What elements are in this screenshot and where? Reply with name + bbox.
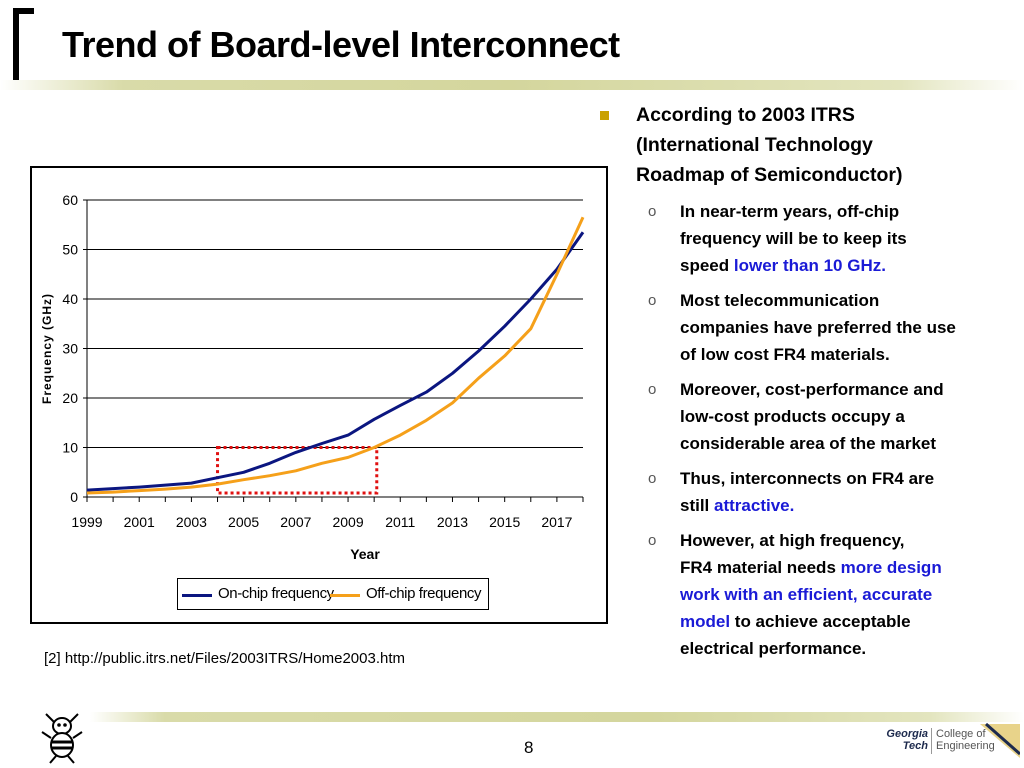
circle-bullet-icon: o	[648, 470, 657, 487]
logo-line: Engineering	[936, 740, 995, 752]
legend-line-off-chip	[330, 594, 360, 597]
logo-text-left: Georgia Tech	[886, 728, 928, 752]
x-tick-label: 2007	[280, 514, 311, 530]
bullet-itrs: According to 2003 ITRS (International Te…	[598, 100, 1018, 190]
page-number: 8	[524, 738, 534, 757]
highlight-dotted-box	[216, 446, 379, 495]
bullet-list: According to 2003 ITRS (International Te…	[598, 100, 1018, 662]
georgia-tech-logo: Georgia Tech College of Engineering	[872, 722, 1020, 762]
bullet-line: FR4 material needs more design	[680, 554, 1018, 581]
y-tick-label: 50	[62, 242, 78, 258]
bullet-line: Most telecommunication	[680, 291, 880, 310]
bullet-line: Moreover, cost-performance and	[680, 380, 944, 399]
sub-bullet-cost: o Moreover, cost-performance and low-cos…	[598, 376, 1018, 457]
highlight-text: attractive.	[714, 496, 795, 515]
x-tick-label: 1999	[71, 514, 102, 530]
source-citation: [2] http://public.itrs.net/Files/2003ITR…	[44, 650, 406, 667]
y-tick-label: 10	[62, 440, 78, 456]
x-tick-label: 2017	[541, 514, 572, 530]
x-tick-label: 2015	[489, 514, 520, 530]
title-divider-bar	[0, 80, 1024, 90]
square-bullet-icon	[600, 111, 609, 120]
bullet-text: FR4 material needs	[680, 558, 841, 577]
x-tick-label: 2009	[332, 514, 363, 530]
chart-legend: On-chip frequency Off-chip frequency	[177, 578, 489, 610]
y-tick-label: 40	[62, 291, 78, 307]
bullet-line: considerable area of the market	[680, 434, 937, 453]
frequency-trend-chart: 0 10 20 30 40 50 60 1999 2001 2003 2005 2007 2009 201…	[30, 166, 608, 624]
bullet-line: According to 2003 ITRS	[636, 104, 855, 126]
bullet-line: low-cost products occupy a	[680, 407, 905, 426]
bullet-line: However, at high frequency,	[680, 531, 905, 550]
bullet-line: still attractive.	[680, 492, 1018, 519]
y-tick-label: 30	[62, 341, 78, 357]
bullet-line: In near-term years, off-chip	[680, 202, 900, 221]
sub-bullet-fr4: o Thus, interconnects on FR4 are still a…	[598, 465, 1018, 519]
logo-divider	[931, 728, 932, 754]
circle-bullet-icon: o	[648, 292, 657, 309]
y-tick-label: 0	[70, 489, 78, 505]
highlight-text: model	[680, 612, 731, 631]
legend-label-on-chip: On-chip frequency	[218, 585, 334, 602]
bullet-line: Thus, interconnects on FR4 are	[680, 469, 935, 488]
series-line-off-chip	[86, 216, 585, 495]
bullet-line: companies have preferred the use	[680, 318, 956, 337]
highlight-text: lower than 10 GHz.	[733, 256, 886, 275]
x-tick-label: 2013	[437, 514, 468, 530]
bullet-line: (International Technology	[636, 134, 873, 156]
legend-line-on-chip	[182, 594, 212, 597]
circle-bullet-icon: o	[648, 203, 657, 220]
logo-triangle-icon	[980, 722, 1020, 758]
sub-bullet-high-frequency: o However, at high frequency, FR4 materi…	[598, 527, 1018, 662]
bullet-text: to achieve acceptable	[730, 612, 911, 631]
bullet-line: model to achieve acceptable	[680, 608, 1018, 635]
legend-label-off-chip: Off-chip frequency	[366, 585, 482, 602]
x-tick-label: 2005	[228, 514, 259, 530]
series-line-on-chip	[86, 231, 585, 492]
logo-text-right: College of Engineering	[936, 728, 995, 752]
bullet-text: speed	[680, 256, 734, 275]
bullet-line: speed lower than 10 GHz.	[680, 252, 1018, 279]
logo-line: College of	[936, 728, 986, 740]
logo-line: Tech	[902, 740, 928, 752]
bullet-line: Roadmap of Semiconductor)	[636, 164, 903, 186]
sub-bullet-near-term: o In near-term years, off-chip frequency…	[598, 198, 1018, 279]
bullet-line: frequency will be to keep its	[680, 229, 907, 248]
x-tick-label: 2003	[176, 514, 207, 530]
bullet-line: electrical performance.	[680, 639, 867, 658]
circle-bullet-icon: o	[648, 381, 657, 398]
slide-title: Trend of Board-level Interconnect	[62, 24, 620, 65]
y-tick-label: 20	[62, 390, 78, 406]
logo-line: Georgia	[886, 728, 928, 740]
x-tick-label: 2001	[124, 514, 155, 530]
x-axis-title: Year	[350, 546, 380, 562]
x-tick-label: 2011	[385, 514, 415, 530]
chart-plot-svg: 0 10 20 30 40 50 60 1999 2001 2003 2005 2007 2009 201…	[40, 192, 585, 562]
yellow-jacket-mascot-icon	[41, 713, 83, 764]
bullet-line: of low cost FR4 materials.	[680, 345, 890, 364]
title-bracket-icon	[13, 8, 34, 90]
footer-divider-bar	[90, 712, 1024, 722]
circle-bullet-icon: o	[648, 532, 657, 549]
highlight-text: more design	[840, 558, 942, 577]
y-axis-title: Frequency (GHz)	[40, 293, 54, 404]
highlight-text: work with an efficient, accurate	[680, 585, 933, 604]
y-tick-label: 60	[62, 192, 78, 208]
sub-bullet-telecom: o Most telecommunication companies have …	[598, 287, 1018, 368]
bullet-text: still	[680, 496, 715, 515]
